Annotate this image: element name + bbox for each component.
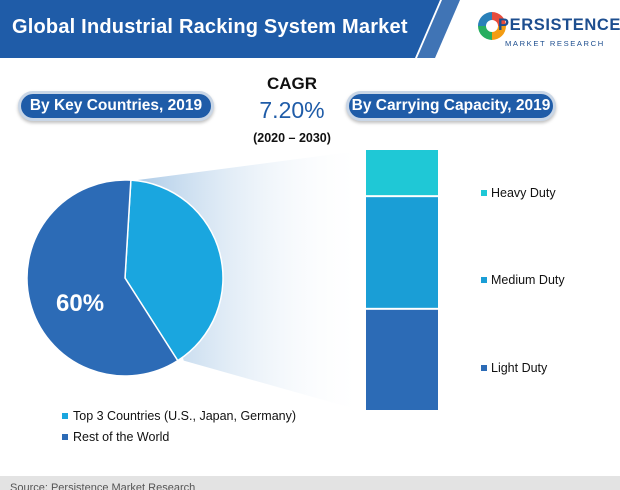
legend-item-heavy-duty: Heavy Duty (481, 186, 556, 200)
source-text: Source: Persistence Market Research (10, 482, 196, 490)
legend-label: Heavy Duty (491, 186, 556, 200)
legend-swatch (481, 365, 487, 371)
cagr-value: 7.20% (259, 97, 325, 123)
pie-chart (26, 179, 224, 377)
legend-swatch (62, 413, 68, 419)
stacked-bar-chart (366, 150, 438, 410)
cagr-period: (2020 – 2030) (253, 131, 331, 145)
legend-swatch (481, 190, 487, 196)
bar-segment-2 (366, 309, 438, 410)
bar-segment-0 (366, 150, 438, 196)
bar-section-label: By Carrying Capacity, 2019 (346, 91, 556, 121)
legend-item-top-3-countries: Top 3 Countries (U.S., Japan, Germany) (62, 409, 296, 423)
legend-item-light-duty: Light Duty (481, 361, 547, 375)
pie-section-label: By Key Countries, 2019 (18, 91, 214, 121)
source-footer: Source: Persistence Market Research (0, 476, 620, 490)
pie-slice-label-rest-of-world: 60% (56, 290, 105, 317)
legend-item-rest-of-world: Rest of the World (62, 430, 169, 444)
legend-label: Medium Duty (491, 273, 565, 287)
brand-name: PERSISTENCE (498, 16, 620, 34)
persistence-logo-icon (478, 12, 506, 40)
cagr-label: CAGR (266, 74, 318, 93)
title-bar: Global Industrial Racking System Market (0, 0, 460, 58)
pie-slice-1 (26, 179, 179, 377)
legend-label: Rest of the World (73, 430, 170, 444)
bar-segment-1 (366, 197, 438, 308)
brand-tagline: MARKET RESEARCH (505, 39, 605, 48)
page-title: Global Industrial Racking System Market (12, 16, 408, 38)
legend-item-medium-duty: Medium Duty (481, 273, 565, 287)
legend-swatch (481, 277, 487, 283)
legend-swatch (62, 434, 68, 440)
title-banner-shape (0, 0, 460, 58)
legend-label: Top 3 Countries (U.S., Japan, Germany) (73, 409, 297, 423)
legend-label: Light Duty (491, 361, 548, 375)
